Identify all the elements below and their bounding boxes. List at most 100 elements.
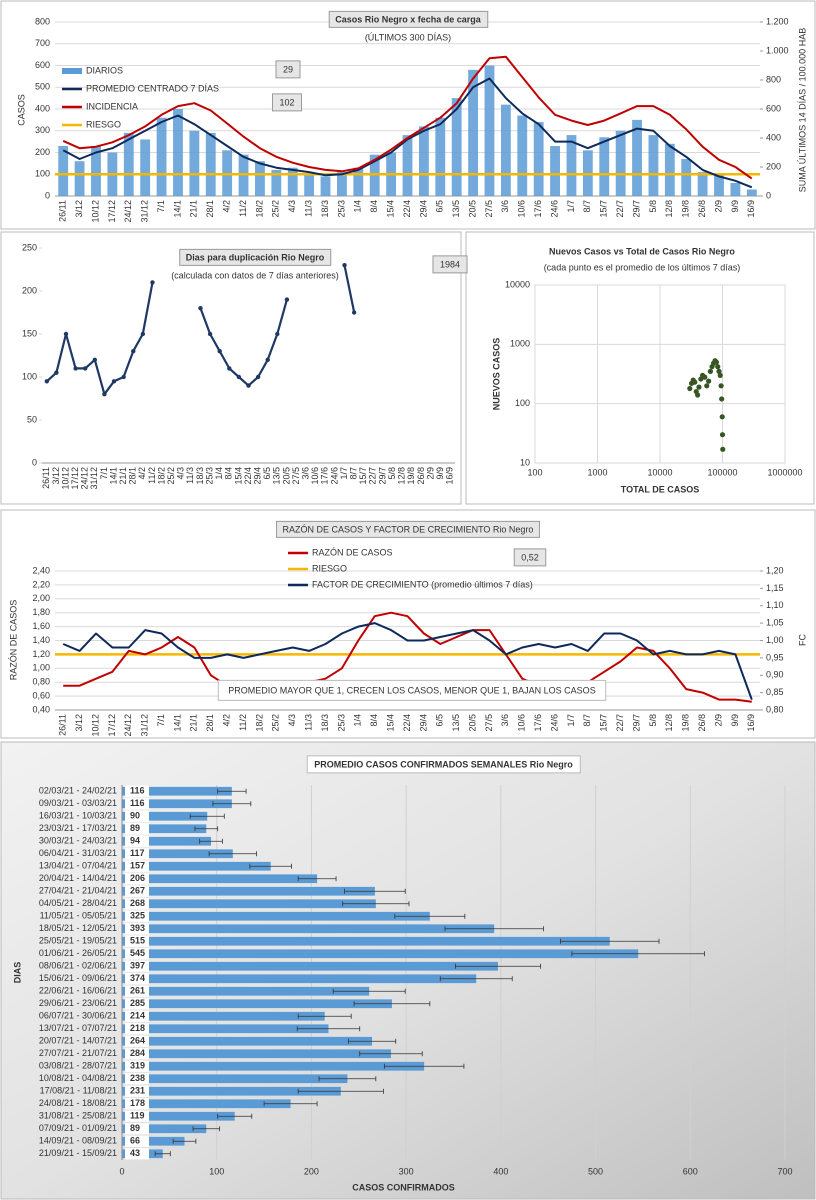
bar	[500, 104, 511, 196]
x-tick-label: 3/6	[301, 467, 311, 480]
bar	[122, 886, 375, 896]
bar	[746, 189, 757, 196]
value-label: 285	[130, 998, 145, 1008]
x-tick-label: 22/4	[243, 467, 253, 485]
x-tick-label: 17/6	[320, 467, 330, 485]
x-tick-label: 15/4	[385, 200, 395, 218]
x-axis-label: TOTAL DE CASOS	[621, 484, 700, 494]
value-label-box	[125, 973, 149, 985]
category-label: 08/06/21 - 02/06/21	[39, 961, 117, 971]
point	[704, 383, 710, 389]
bar	[566, 135, 577, 196]
bar	[681, 159, 692, 196]
x-tick-label: 12/8	[397, 467, 407, 485]
x-tick-label: 1/7	[566, 714, 576, 727]
category-label: 02/03/21 - 24/02/21	[39, 786, 117, 796]
category-label: 18/05/21 - 12/05/21	[39, 923, 117, 933]
point	[265, 357, 270, 362]
point	[706, 378, 712, 384]
value-label-box	[125, 848, 149, 860]
x-tick-label: 3/6	[500, 200, 510, 213]
value-label-box	[125, 1010, 149, 1022]
category-label: 11/05/21 - 05/05/21	[40, 911, 117, 921]
x-tick-label: 24/6	[329, 467, 339, 485]
value-label: 157	[130, 861, 145, 871]
bar	[484, 65, 495, 196]
x-tick-label: 11/3	[304, 200, 314, 217]
x-tick-label: 1/7	[566, 200, 576, 213]
value-label: 231	[130, 1086, 145, 1096]
bar	[205, 132, 216, 196]
x-tick-label: 1/4	[353, 714, 363, 727]
bar	[122, 974, 477, 984]
x-tick-label: 2/9	[713, 714, 723, 727]
x-tick-label: 18/2	[254, 714, 264, 732]
value-label: 261	[130, 986, 145, 996]
point	[720, 446, 726, 452]
bar	[533, 122, 544, 196]
x-tick-label: 14/1	[172, 200, 182, 218]
value-label: 43	[130, 1148, 140, 1158]
panel	[465, 231, 815, 505]
bar	[122, 924, 495, 934]
legend-label: RIESGO	[86, 119, 121, 129]
x-tick-label: 400	[493, 1166, 508, 1176]
value-label-box	[125, 798, 149, 810]
y-tick-label: 800	[35, 16, 50, 26]
y-tick-label: 100	[22, 371, 37, 381]
y-axis-label: CASOS	[16, 94, 26, 126]
value-label-box	[125, 935, 149, 947]
bar	[122, 849, 233, 859]
category-label: 04/05/21 - 28/04/21	[39, 898, 117, 908]
x-tick-label: 500	[588, 1166, 603, 1176]
y-tick-label: 2,20	[32, 579, 50, 589]
y2-tick-label: 1,05	[766, 618, 784, 628]
x-tick-label: 17/12	[107, 714, 117, 737]
point	[275, 331, 280, 337]
x-tick-label: 29/7	[631, 200, 641, 218]
bar	[730, 182, 741, 196]
y-tick-label: 0,60	[32, 690, 50, 700]
line	[63, 611, 752, 703]
x-tick-label: 31/12	[140, 714, 150, 737]
line	[62, 55, 753, 180]
x-tick-label: 28/1	[205, 200, 215, 218]
y-tick-label: 1,60	[32, 621, 50, 631]
x-tick-label: 24/12	[80, 467, 90, 490]
point	[217, 349, 222, 354]
x-tick-label: 4/2	[222, 714, 232, 727]
value-label: 218	[130, 1023, 145, 1033]
bar	[58, 145, 69, 196]
x-tick-label: 3/12	[74, 200, 84, 218]
y-tick-label: 600	[35, 60, 50, 70]
x-tick-label: 27/5	[484, 714, 494, 732]
category-label: 16/03/21 - 10/03/21	[39, 811, 117, 821]
x-tick-label: 4/3	[287, 200, 297, 213]
value-label-box	[125, 785, 149, 797]
x-tick-label: 10/12	[90, 200, 100, 223]
x-tick-label: 27/5	[484, 200, 494, 218]
y2-tick-label: 0	[766, 190, 771, 200]
chart-subtitle: (cada punto es el promedio de los último…	[544, 262, 741, 272]
value-label-box	[125, 835, 149, 847]
bar	[122, 949, 639, 959]
point	[73, 366, 78, 371]
value-label-box	[125, 1060, 149, 1072]
category-label: 06/07/21 - 30/06/21	[39, 1011, 117, 1021]
y2-tick-label: 0,95	[766, 652, 784, 662]
value-label-box	[125, 1098, 149, 1110]
legend-swatch	[62, 68, 82, 74]
y-tick-label: 150	[22, 328, 37, 338]
y-tick-label: 1,00	[32, 663, 50, 673]
value-label: 267	[130, 886, 145, 896]
x-tick-label: 1000000	[767, 467, 802, 477]
x-tick-label: 15/7	[599, 200, 609, 218]
value-label-box	[125, 1023, 149, 1035]
x-tick-label: 26/8	[416, 467, 426, 485]
x-tick-label: 29/7	[377, 467, 387, 485]
legend-label: INCIDENCIA	[86, 101, 138, 111]
y-tick-label: 500	[35, 82, 50, 92]
chart-title: Casos Rio Negro x fecha de carga	[335, 14, 482, 24]
point	[719, 432, 726, 438]
point	[702, 374, 708, 380]
